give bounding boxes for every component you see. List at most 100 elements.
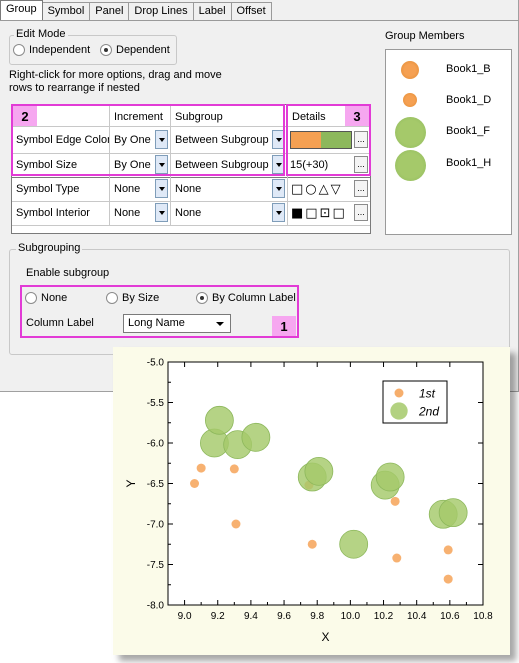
data-point-1st — [229, 464, 239, 474]
increment-edge-color[interactable]: By One — [114, 134, 151, 146]
increment-edge-color-dropdown[interactable] — [155, 130, 168, 149]
y-tick-label: -7.0 — [147, 520, 165, 531]
green-symbol-icon — [395, 117, 426, 148]
symbol-interior-list[interactable]: ■□⊡□ — [291, 205, 347, 221]
legend-marker-2nd — [390, 402, 408, 420]
size-more-button[interactable]: ... — [354, 156, 368, 173]
symbol-type-list[interactable]: □○△▽ — [291, 181, 343, 197]
y-tick-label: -6.5 — [147, 479, 165, 490]
increment-interior-dropdown[interactable] — [155, 203, 168, 222]
chevron-down-icon — [216, 322, 224, 326]
x-tick-label: 10.4 — [407, 611, 427, 622]
data-point-2nd — [438, 498, 468, 528]
chevron-down-icon — [275, 137, 282, 142]
row-name-type: Symbol Type — [16, 183, 80, 195]
tab-offset[interactable]: Offset — [230, 2, 272, 20]
header-increment: Increment — [114, 110, 163, 123]
tab-symbol[interactable]: Symbol — [41, 2, 91, 20]
increment-size[interactable]: By One — [114, 159, 151, 171]
hint-text-line2: rows to rearrange if nested — [9, 82, 140, 94]
data-point-2nd — [375, 462, 405, 492]
subgroup-edge-color-dropdown[interactable] — [272, 130, 285, 149]
x-tick-label: 9.8 — [310, 611, 324, 622]
legend-label-2nd: 2nd — [418, 405, 439, 419]
row-name-interior: Symbol Interior — [16, 207, 90, 219]
by-size-radio[interactable]: By Size — [106, 292, 159, 304]
subgroup-none-radio[interactable]: None — [25, 292, 67, 304]
tab-panel-border — [0, 20, 519, 392]
increment-interior[interactable]: None — [114, 207, 141, 219]
dependent-radio[interactable]: Dependent — [100, 44, 170, 56]
x-tick-label: 9.0 — [178, 611, 192, 622]
group-members-title: Group Members — [385, 30, 465, 42]
subgroup-edge-color[interactable]: Between Subgroup — [175, 134, 269, 146]
chevron-down-icon — [158, 137, 165, 142]
row-name-edge-color: Symbol Edge Color — [16, 134, 109, 146]
legend-marker-1st — [394, 388, 404, 398]
header-details: Details — [292, 110, 326, 123]
subgroup-size[interactable]: Between Subgroup — [175, 159, 269, 171]
x-tick-label: 10.6 — [440, 611, 460, 622]
independent-radio[interactable]: Independent — [13, 44, 90, 56]
dependent-label: Dependent — [116, 44, 170, 56]
subgroup-size-dropdown[interactable] — [272, 155, 285, 174]
subgroup-type[interactable]: None — [175, 183, 202, 195]
x-tick-label: 9.6 — [277, 611, 291, 622]
by-size-label: By Size — [122, 292, 160, 304]
grid-line — [170, 105, 171, 225]
type-more-button[interactable]: ... — [354, 180, 368, 197]
subgroup-none-label: None — [41, 292, 68, 304]
column-label-combo[interactable]: Long Name — [123, 314, 231, 333]
hint-text-line1: Right-click for more options, drag and m… — [9, 69, 222, 81]
data-point-1st — [392, 553, 402, 563]
tab-label[interactable]: Label — [192, 2, 232, 20]
x-tick-label: 10.8 — [473, 611, 493, 622]
orange-symbol-icon — [401, 61, 419, 79]
radio-circle — [106, 292, 118, 304]
x-tick-label: 10.2 — [374, 611, 394, 622]
x-axis-label: X — [321, 630, 329, 644]
y-tick-label: -6.0 — [147, 439, 165, 450]
tab-bar: Group Symbol Panel Drop Lines Label Offs… — [0, 0, 272, 21]
subgroup-interior-dropdown[interactable] — [272, 203, 285, 222]
chevron-down-icon — [275, 210, 282, 215]
subgroup-interior[interactable]: None — [175, 207, 202, 219]
enable-subgroup-label: Enable subgroup — [26, 267, 110, 279]
chevron-down-icon — [158, 210, 165, 215]
edit-mode-group — [9, 35, 177, 65]
orange-symbol-icon — [403, 93, 417, 107]
increment-size-dropdown[interactable] — [155, 155, 168, 174]
scatter-chart: 9.0 9.2 9.4 9.6 9.8 10.0 10.2 10.4 10.6 10.8 -5.0 -… — [124, 358, 493, 645]
color-list-swatch[interactable] — [290, 131, 352, 149]
size-details[interactable]: 15(+30) — [290, 159, 329, 171]
edge-color-more-button[interactable]: ... — [354, 131, 368, 148]
green-swatch — [321, 132, 351, 148]
x-tick-label: 9.2 — [211, 611, 225, 622]
radio-circle-selected — [100, 44, 112, 56]
chevron-down-icon — [275, 186, 282, 191]
plot-details-dialog: Group Symbol Panel Drop Lines Label Offs… — [0, 0, 519, 392]
grid-line — [109, 105, 110, 225]
member-book1-f: Book1_F — [446, 125, 491, 137]
y-tick-label: -5.5 — [147, 398, 165, 409]
grid-line — [12, 177, 370, 178]
y-tick-label: -7.5 — [147, 560, 165, 571]
interior-more-button[interactable]: ... — [354, 204, 368, 221]
radio-circle-selected — [196, 292, 208, 304]
increment-type[interactable]: None — [114, 183, 141, 195]
increment-type-dropdown[interactable] — [155, 179, 168, 198]
member-book1-h: Book1_H — [446, 157, 492, 169]
data-point-1st — [231, 519, 241, 529]
data-point-1st — [390, 496, 400, 506]
column-label-combo-value: Long Name — [128, 317, 185, 329]
column-label-label: Column Label — [26, 317, 94, 329]
badge-3: 3 — [345, 106, 369, 126]
by-column-label-radio[interactable]: By Column Label — [196, 292, 296, 304]
subgroup-type-dropdown[interactable] — [272, 179, 285, 198]
legend-label-1st: 1st — [419, 387, 436, 401]
tab-drop-lines[interactable]: Drop Lines — [128, 2, 194, 20]
tab-panel[interactable]: Panel — [89, 2, 130, 20]
chevron-down-icon — [158, 186, 165, 191]
tab-group[interactable]: Group — [0, 0, 43, 20]
grid-line — [12, 153, 370, 154]
